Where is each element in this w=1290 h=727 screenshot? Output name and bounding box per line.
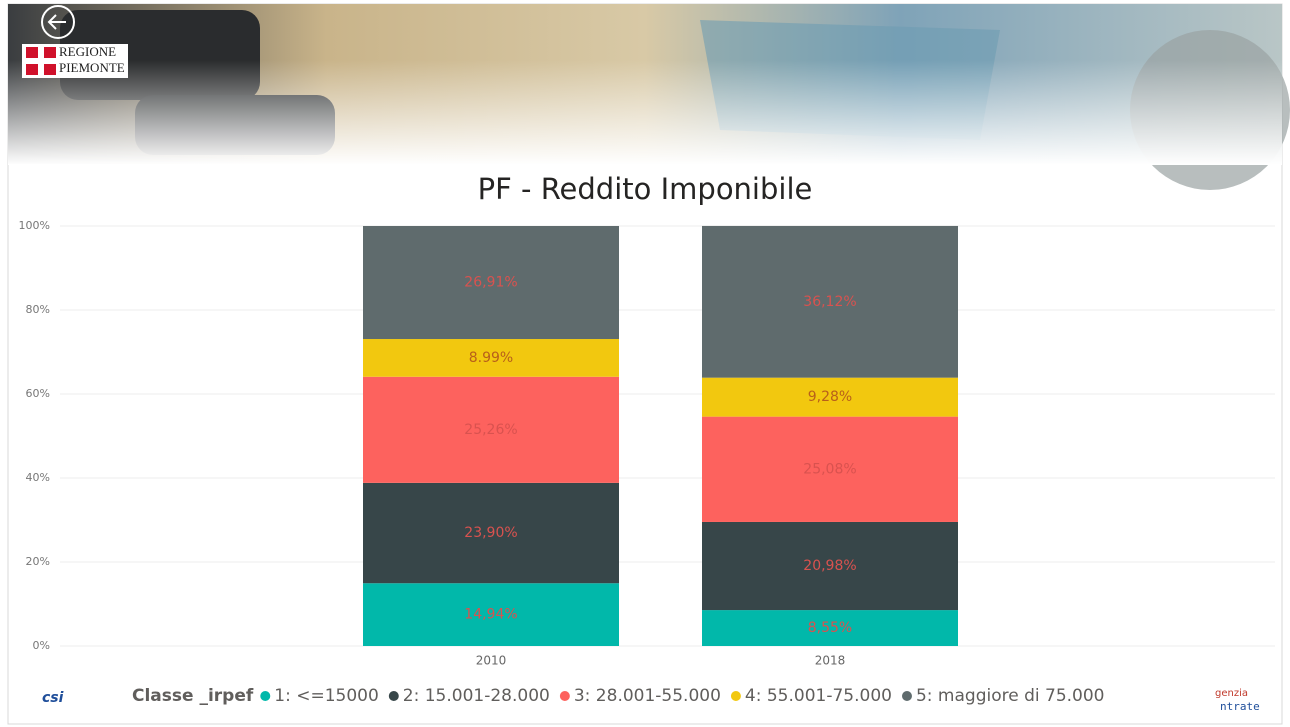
data-label: 26,91%	[464, 275, 517, 291]
bar-segment	[363, 339, 619, 377]
y-tick-label: 40%	[26, 471, 50, 484]
chart-title: PF - Reddito Imponibile	[478, 172, 813, 206]
bar-segment	[363, 482, 619, 584]
y-tick-label: 80%	[26, 303, 50, 316]
x-tick-label: 2018	[815, 654, 846, 668]
y-tick-label: 100%	[19, 219, 50, 232]
banner	[8, 4, 1290, 190]
data-label: 14,94%	[464, 607, 517, 623]
legend-marker	[260, 691, 271, 701]
regione-logo: REGIONE PIEMONTE	[22, 44, 128, 78]
csi-logo: csi	[42, 690, 64, 706]
data-label: 25,08%	[803, 461, 856, 477]
y-tick-label: 20%	[26, 555, 50, 568]
back-arrow	[47, 14, 66, 30]
bar-segment	[702, 416, 958, 522]
bar-segment	[363, 583, 619, 646]
data-label: 9,28%	[808, 389, 852, 405]
y-tick-label: 60%	[26, 387, 50, 400]
bar-segment	[702, 521, 958, 611]
data-label: 25,26%	[464, 422, 517, 438]
bar-segment	[363, 226, 619, 340]
legend-label: 3: 28.001-55.000	[574, 686, 721, 706]
y-tick-label: 0%	[33, 639, 50, 652]
x-tick-label: 2010	[476, 654, 507, 668]
logo-text: PIEMONTE	[59, 60, 125, 75]
back-button[interactable]	[41, 5, 75, 39]
data-label: 8,55%	[808, 620, 852, 636]
legend-label: 5: maggiore di 75.000	[916, 686, 1105, 706]
legend-title: Classe _irpef	[132, 686, 254, 706]
legend-marker	[388, 691, 399, 701]
legend-label: 4: 55.001-75.000	[745, 686, 892, 706]
logo-text: REGIONE	[59, 44, 116, 59]
data-label: 8.99%	[469, 350, 513, 366]
bar-segment	[702, 610, 958, 646]
data-label: 20,98%	[803, 558, 856, 574]
bar-segment	[702, 377, 958, 417]
legend-marker	[559, 691, 570, 701]
data-label: 23,90%	[464, 525, 517, 541]
legend-marker	[901, 691, 912, 701]
legend-label: 1: <=15000	[274, 686, 379, 706]
bar-segment	[702, 225, 958, 378]
agenzia-logo: ntrate	[1220, 700, 1260, 713]
legend-label: 2: 15.001-28.000	[403, 686, 550, 706]
agenzia-logo: genzia	[1215, 688, 1248, 699]
bar-segment	[363, 376, 619, 483]
data-label: 36,12%	[803, 294, 856, 310]
legend-marker	[730, 691, 741, 701]
